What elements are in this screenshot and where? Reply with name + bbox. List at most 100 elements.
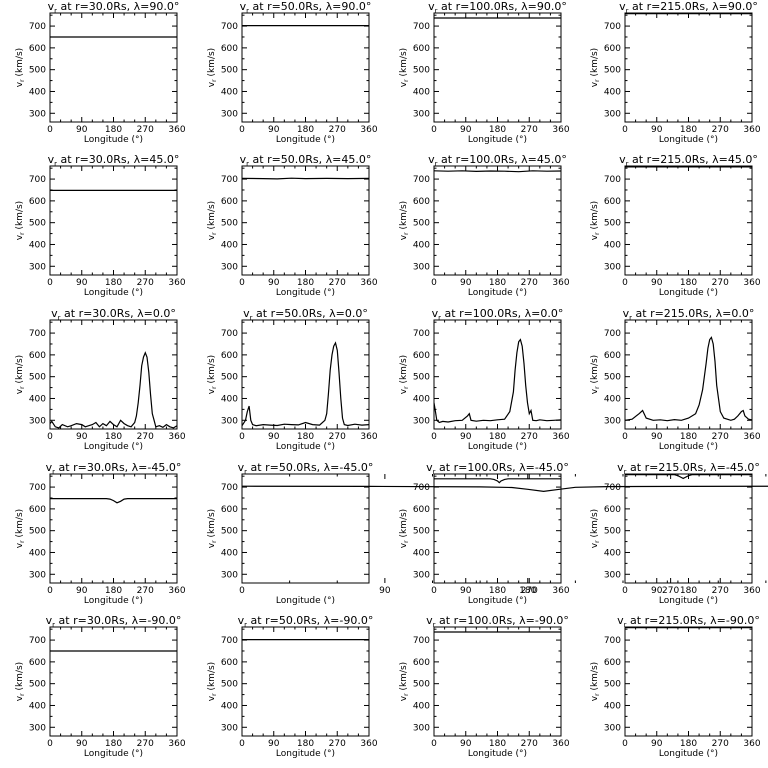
x-tick-label: 360 <box>168 586 185 596</box>
panel-16: vr at r=30.0Rs, λ=-90.0° 0 90 180 270 360 300 4… <box>15 614 186 759</box>
panel-9: vr at r=50.0Rs, λ=0.0° 0 90 180 270 360 300 400… <box>207 307 378 452</box>
y-tick-label: 500 <box>221 680 238 690</box>
x-tick-label: 180 <box>680 739 697 749</box>
panel-17: vr at r=50.0Rs, λ=-90.0° 0 90 180 270 360 300 4… <box>207 614 378 759</box>
y-tick-label: 300 <box>29 109 46 119</box>
x-tick-label: 180 <box>680 432 697 442</box>
plot-frame <box>624 12 753 123</box>
y-tick-label: 300 <box>604 262 621 272</box>
y-tick-label: 500 <box>604 680 621 690</box>
panel-2: vr at r=100.0Rs, λ=90.0° 0 90 180 270 360 300 4… <box>399 0 570 145</box>
y-tick-label: 300 <box>29 570 46 580</box>
y-tick-label: 700 <box>221 636 238 646</box>
x-tick-label: 270 <box>329 739 346 749</box>
series-line-0 <box>624 336 753 422</box>
y-tick-label: 300 <box>221 570 238 580</box>
plot-frame <box>433 473 562 584</box>
y-tick-label: 700 <box>221 22 238 32</box>
x-tick-label: 90 <box>460 125 472 135</box>
x-tick-label: 0 <box>47 278 53 288</box>
series-line-0 <box>433 338 562 424</box>
y-tick-label: 600 <box>221 44 238 54</box>
y-tick-label: 500 <box>29 680 46 690</box>
y-tick-label: 600 <box>221 658 238 668</box>
y-tick-label: 300 <box>29 416 46 426</box>
y-tick-label: 400 <box>413 87 430 97</box>
y-tick-label: 400 <box>413 548 430 558</box>
x-axis-label: Longitude (°) <box>276 288 335 298</box>
plot-frame <box>49 319 178 430</box>
x-tick-label: 270 <box>712 586 729 596</box>
x-tick-label: 270 <box>712 278 729 288</box>
panel-title: vr at r=100.0Rs, λ=90.0° <box>428 0 567 15</box>
plot-frame <box>49 165 178 276</box>
y-tick-label: 300 <box>221 262 238 272</box>
y-tick-label: 400 <box>413 240 430 250</box>
x-tick-label: 270 <box>712 432 729 442</box>
x-tick-label: 0 <box>239 278 245 288</box>
y-axis-label: vr (km/s) <box>15 48 26 87</box>
y-tick-label: 400 <box>221 394 238 404</box>
y-tick-label: 400 <box>29 548 46 558</box>
x-axis-label: Longitude (°) <box>468 135 527 145</box>
x-tick-label: 360 <box>360 278 377 288</box>
x-tick-label: 0 <box>239 586 245 596</box>
y-axis-label: vr (km/s) <box>590 509 601 548</box>
panel-title: vr at r=215.0Rs, λ=-90.0° <box>617 614 760 629</box>
plot-frame <box>49 473 178 584</box>
x-tick-label: 90 <box>651 739 663 749</box>
y-tick-label: 400 <box>29 394 46 404</box>
y-tick-label: 600 <box>604 505 621 515</box>
y-tick-label: 600 <box>29 44 46 54</box>
y-tick-label: 700 <box>604 22 621 32</box>
y-tick-label: 500 <box>604 527 621 537</box>
x-tick-label: 270 <box>521 739 538 749</box>
y-axis-label: vr (km/s) <box>399 509 410 548</box>
y-tick-label: 700 <box>29 483 46 493</box>
y-axis-label: vr (km/s) <box>207 509 218 548</box>
y-tick-label: 300 <box>221 109 238 119</box>
x-tick-label: 0 <box>622 125 628 135</box>
panel-13: vr at r=50.0Rs, λ=-45.0°0901802703603004… <box>207 461 768 606</box>
x-tick-label: 0 <box>431 278 437 288</box>
panel-7: vr at r=215.0Rs, λ=45.0° 0 90 180 270 360 300 4… <box>590 153 761 298</box>
panel-19: vr at r=215.0Rs, λ=-90.0° 0 90 180 270 360 300… <box>590 614 761 759</box>
panel-title: vr at r=215.0Rs, λ=45.0° <box>619 153 758 168</box>
panel-12: vr at r=30.0Rs, λ=-45.0° 0 90 180 270 360 300 4… <box>15 461 186 606</box>
y-tick-label: 400 <box>221 701 238 711</box>
y-tick-label: 400 <box>221 240 238 250</box>
x-tick-label: 0 <box>622 278 628 288</box>
y-tick-label: 600 <box>604 44 621 54</box>
x-tick-label: 0 <box>47 125 53 135</box>
x-tick-label: 90 <box>76 278 88 288</box>
series-line-0 <box>49 351 178 429</box>
x-tick-label: 180 <box>489 278 506 288</box>
panel-title: vr at r=215.0Rs, λ=-45.0° <box>617 461 760 476</box>
x-tick-label: 0 <box>239 432 245 442</box>
x-tick-label: 90 <box>460 432 472 442</box>
x-tick-label: 90 <box>268 432 280 442</box>
y-tick-label: 500 <box>221 66 238 76</box>
y-axis-label: vr (km/s) <box>399 201 410 240</box>
y-tick-label: 500 <box>413 373 430 383</box>
x-tick-label: 270 <box>521 432 538 442</box>
y-axis-label: vr (km/s) <box>207 662 218 701</box>
plot-frame <box>241 473 370 584</box>
panel-4: vr at r=30.0Rs, λ=45.0° 0 90 180 270 360 300 40… <box>15 153 186 298</box>
y-tick-label: 400 <box>604 548 621 558</box>
x-axis-label: Longitude (°) <box>468 596 527 606</box>
y-tick-label: 300 <box>29 262 46 272</box>
y-tick-label: 400 <box>29 87 46 97</box>
x-tick-label: 360 <box>168 432 185 442</box>
panel-title: vr at r=100.0Rs, λ=0.0° <box>432 307 564 322</box>
x-tick-label: 0 <box>47 586 53 596</box>
x-tick-label: 270 <box>137 125 154 135</box>
x-tick-label: 270 <box>712 125 729 135</box>
x-tick-label: 270 <box>137 278 154 288</box>
y-axis-label: vr (km/s) <box>590 48 601 87</box>
panel-10: vr at r=100.0Rs, λ=0.0° 0 90 180 270 360 300 40… <box>399 307 570 452</box>
x-tick-label: 90 <box>651 278 663 288</box>
y-axis-label: vr (km/s) <box>15 201 26 240</box>
x-axis-label: Longitude (°) <box>659 135 718 145</box>
